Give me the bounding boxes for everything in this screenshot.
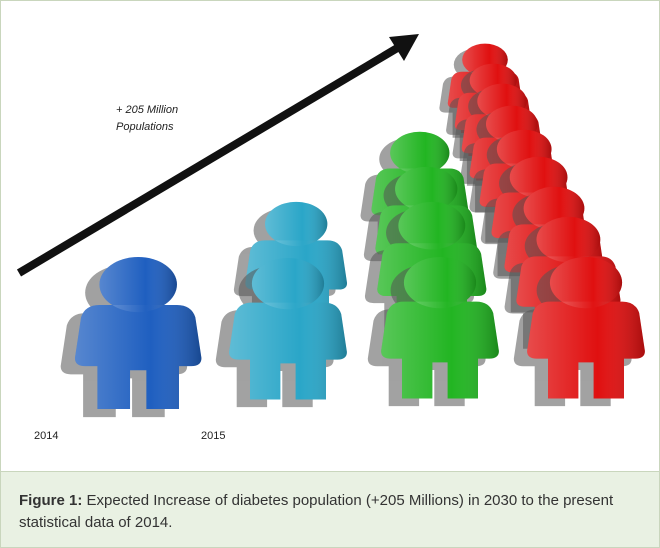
caption-text: Expected Increase of diabetes population… bbox=[19, 492, 613, 531]
caption-label: Figure 1: bbox=[19, 492, 82, 509]
annotation: + 205 Million bbox=[116, 104, 178, 116]
annotation: Populations bbox=[116, 121, 174, 133]
illustration: + 205 Million Populations 2014 2015 bbox=[1, 1, 659, 471]
growth-arrow bbox=[19, 47, 399, 273]
caption: Figure 1: Expected Increase of diabetes … bbox=[1, 471, 659, 547]
year-label: 2015 bbox=[201, 430, 225, 442]
person-figure bbox=[61, 257, 202, 417]
year-label: 2014 bbox=[34, 430, 58, 442]
figure-frame: + 205 Million Populations 2014 2015 Figu… bbox=[0, 0, 660, 548]
people-group bbox=[61, 44, 645, 418]
